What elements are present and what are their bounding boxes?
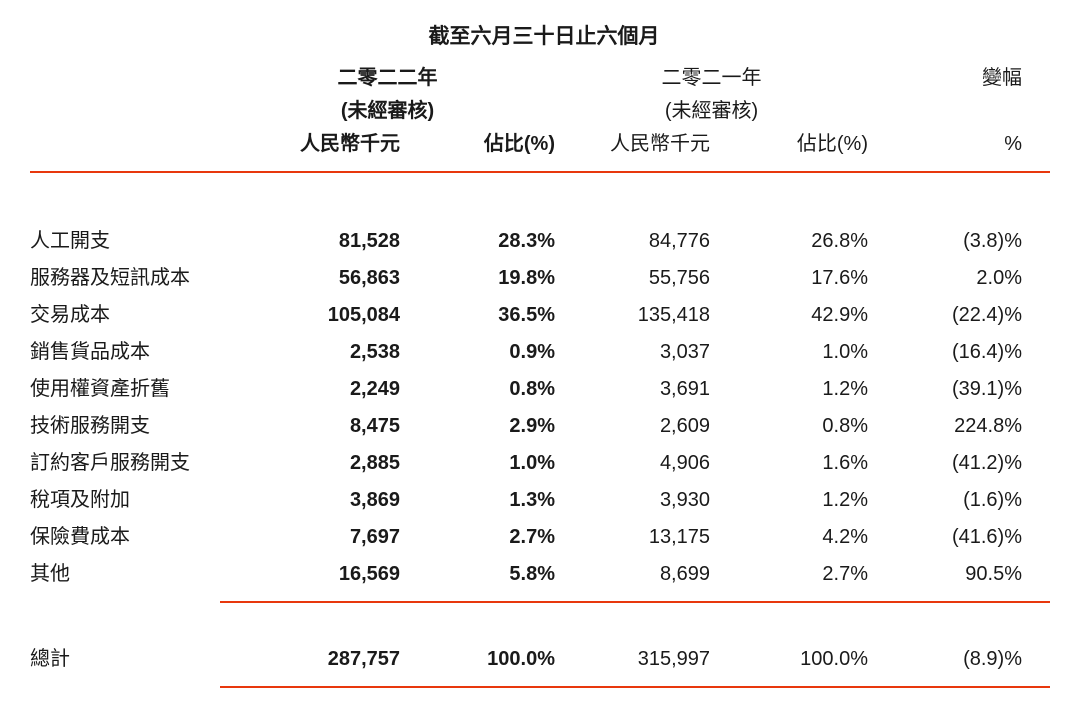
- column-header-row: 人民幣千元 佔比(%) 人民幣千元 佔比(%) %: [30, 132, 1050, 157]
- percent-header: %: [1004, 133, 1022, 156]
- table-row: 服務器及短訊成本 56,863 19.8% 55,756 17.6% 2.0%: [30, 260, 1050, 297]
- total-amount-2022: 287,757: [327, 648, 400, 671]
- share-2022: 2.7%: [509, 526, 555, 549]
- unaudited-2021-note: (未經審核): [664, 100, 759, 123]
- amount-2022: 2,249: [349, 378, 400, 401]
- amount-2021: 3,691: [659, 378, 710, 401]
- amount-2022: 81,528: [338, 230, 400, 253]
- share-2021: 1.0%: [822, 341, 868, 364]
- change-value: (1.6)%: [963, 489, 1022, 512]
- amount-2022: 56,863: [338, 267, 400, 290]
- change-value: (22.4)%: [951, 304, 1022, 327]
- amount-2022: 8,475: [349, 415, 400, 438]
- row-label: 服務器及短訊成本: [30, 267, 190, 290]
- share-2022: 28.3%: [498, 230, 555, 253]
- row-label: 保險費成本: [30, 526, 130, 549]
- share-2022: 36.5%: [498, 304, 555, 327]
- amount-2022: 2,885: [349, 452, 400, 475]
- table-row: 交易成本 105,084 36.5% 135,418 42.9% (22.4)%: [30, 297, 1050, 334]
- table-row: 人工開支 81,528 28.3% 84,776 26.8% (3.8)%: [30, 223, 1050, 260]
- row-label: 訂約客戶服務開支: [30, 452, 190, 475]
- row-label: 銷售貨品成本: [30, 341, 150, 364]
- year-2022-label: 二零二二年: [337, 67, 438, 90]
- change-value: (41.6)%: [951, 526, 1022, 549]
- share-2022: 19.8%: [498, 267, 555, 290]
- change-value: 224.8%: [954, 415, 1022, 438]
- share-2021: 26.8%: [811, 230, 868, 253]
- amount-2021: 135,418: [637, 304, 710, 327]
- amount-2021: 2,609: [659, 415, 710, 438]
- body-divider: [220, 601, 1050, 604]
- total-divider: [220, 686, 1050, 689]
- share-2021: 42.9%: [811, 304, 868, 327]
- row-label: 交易成本: [30, 304, 110, 327]
- year-2021-label: 二零二一年: [661, 67, 762, 90]
- row-label: 其他: [30, 563, 70, 586]
- amount-header-2021: 人民幣千元: [610, 133, 710, 156]
- expense-breakdown-table: 截至六月三十日止六個月 二零二二年 二零二一年 變幅 (未經審核) (未經審核)…: [30, 24, 1050, 689]
- change-value: (3.8)%: [963, 230, 1022, 253]
- total-share-2021: 100.0%: [800, 648, 868, 671]
- share-2022: 1.0%: [509, 452, 555, 475]
- amount-header-2022: 人民幣千元: [300, 133, 400, 156]
- change-value: (16.4)%: [951, 341, 1022, 364]
- header-divider: [30, 171, 1050, 174]
- total-amount-2021: 315,997: [637, 648, 710, 671]
- share-2022: 0.9%: [509, 341, 555, 364]
- total-divider-row: [30, 686, 1050, 689]
- change-value: (39.1)%: [951, 378, 1022, 401]
- table-row: 其他 16,569 5.8% 8,699 2.7% 90.5%: [30, 556, 1050, 593]
- total-change-value: (8.9)%: [963, 648, 1022, 671]
- amount-2021: 8,699: [659, 563, 710, 586]
- share-2022: 2.9%: [509, 415, 555, 438]
- unaudited-note-row: (未經審核) (未經審核): [30, 99, 1050, 124]
- share-2021: 1.2%: [822, 489, 868, 512]
- table-row: 銷售貨品成本 2,538 0.9% 3,037 1.0% (16.4)%: [30, 334, 1050, 371]
- table-body: 人工開支 81,528 28.3% 84,776 26.8% (3.8)% 服務…: [30, 223, 1050, 593]
- change-value: 90.5%: [965, 563, 1022, 586]
- row-label: 人工開支: [30, 230, 110, 253]
- table-title-row: 截至六月三十日止六個月: [30, 24, 1050, 50]
- amount-2021: 13,175: [648, 526, 710, 549]
- share-2021: 17.6%: [811, 267, 868, 290]
- total-label: 總計: [30, 648, 70, 671]
- table-title: 截至六月三十日止六個月: [428, 25, 660, 48]
- change-value: 2.0%: [976, 267, 1022, 290]
- share-2021: 0.8%: [822, 415, 868, 438]
- amount-2022: 2,538: [349, 341, 400, 364]
- amount-2021: 3,930: [659, 489, 710, 512]
- table-row: 技術服務開支 8,475 2.9% 2,609 0.8% 224.8%: [30, 408, 1050, 445]
- row-label: 技術服務開支: [30, 415, 150, 438]
- share-2022: 5.8%: [509, 563, 555, 586]
- amount-2022: 7,697: [349, 526, 400, 549]
- unaudited-2022-note: (未經審核): [340, 100, 435, 123]
- table-row: 訂約客戶服務開支 2,885 1.0% 4,906 1.6% (41.2)%: [30, 445, 1050, 482]
- change-column-label: 變幅: [982, 67, 1022, 90]
- share-2021: 4.2%: [822, 526, 868, 549]
- share-2021: 1.2%: [822, 378, 868, 401]
- amount-2022: 16,569: [338, 563, 400, 586]
- body-divider-row: [30, 601, 1050, 604]
- share-header-2021: 佔比(%): [796, 133, 868, 156]
- amount-2021: 3,037: [659, 341, 710, 364]
- share-2021: 2.7%: [822, 563, 868, 586]
- row-label: 使用權資產折舊: [30, 378, 170, 401]
- share-2021: 1.6%: [822, 452, 868, 475]
- amount-2022: 105,084: [327, 304, 400, 327]
- amount-2021: 4,906: [659, 452, 710, 475]
- total-row: 總計 287,757 100.0% 315,997 100.0% (8.9)%: [30, 641, 1050, 678]
- amount-2022: 3,869: [349, 489, 400, 512]
- share-2022: 1.3%: [509, 489, 555, 512]
- share-header-2022: 佔比(%): [483, 133, 555, 156]
- row-label: 稅項及附加: [30, 489, 130, 512]
- table-row: 使用權資產折舊 2,249 0.8% 3,691 1.2% (39.1)%: [30, 371, 1050, 408]
- period-header-row: 二零二二年 二零二一年 變幅: [30, 66, 1050, 91]
- amount-2021: 55,756: [648, 267, 710, 290]
- change-value: (41.2)%: [951, 452, 1022, 475]
- table-row: 稅項及附加 3,869 1.3% 3,930 1.2% (1.6)%: [30, 482, 1050, 519]
- total-share-2022: 100.0%: [487, 648, 555, 671]
- amount-2021: 84,776: [648, 230, 710, 253]
- share-2022: 0.8%: [509, 378, 555, 401]
- table-row: 保險費成本 7,697 2.7% 13,175 4.2% (41.6)%: [30, 519, 1050, 556]
